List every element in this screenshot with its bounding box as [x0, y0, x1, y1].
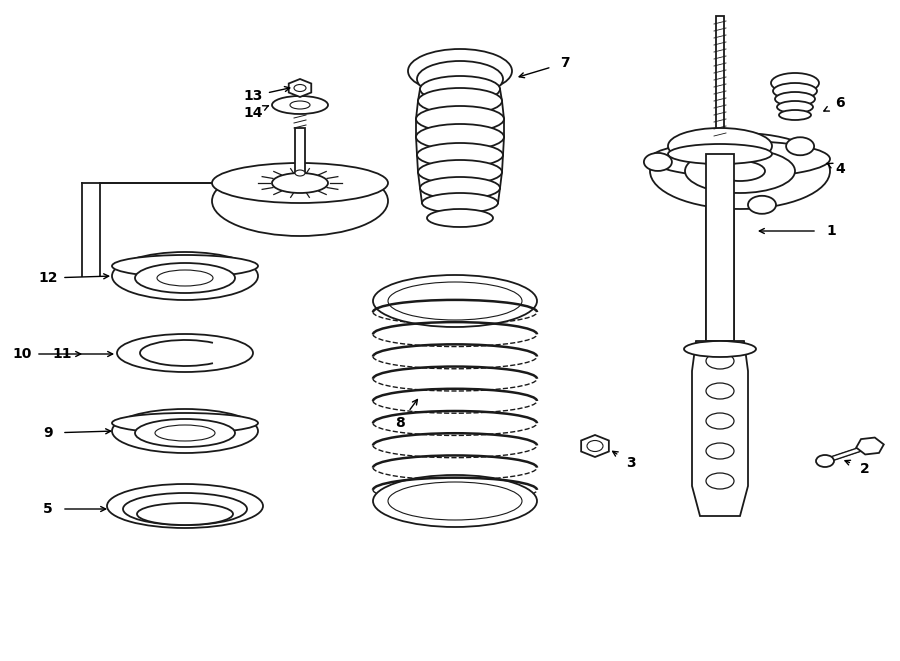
Ellipse shape — [771, 73, 819, 93]
Ellipse shape — [773, 83, 817, 99]
Polygon shape — [581, 435, 609, 457]
Ellipse shape — [668, 128, 772, 164]
Text: 10: 10 — [13, 347, 32, 361]
Text: 5: 5 — [43, 502, 53, 516]
Bar — [295, 128, 305, 173]
Ellipse shape — [775, 92, 815, 106]
Ellipse shape — [272, 173, 328, 193]
Ellipse shape — [294, 85, 306, 91]
Ellipse shape — [137, 503, 233, 525]
Ellipse shape — [706, 353, 734, 369]
Ellipse shape — [422, 193, 498, 213]
Ellipse shape — [587, 440, 603, 451]
Text: 12: 12 — [38, 271, 58, 285]
Ellipse shape — [748, 196, 776, 214]
Ellipse shape — [418, 160, 502, 184]
Text: 7: 7 — [560, 56, 570, 70]
Ellipse shape — [416, 124, 504, 150]
Ellipse shape — [112, 255, 258, 277]
Ellipse shape — [650, 141, 830, 177]
Ellipse shape — [668, 144, 772, 164]
Text: 9: 9 — [43, 426, 53, 440]
Ellipse shape — [212, 166, 388, 236]
Text: 2: 2 — [860, 462, 870, 476]
Ellipse shape — [715, 161, 765, 181]
Polygon shape — [289, 79, 311, 97]
Ellipse shape — [373, 275, 537, 327]
Text: 14: 14 — [243, 106, 263, 120]
Ellipse shape — [290, 101, 310, 109]
Ellipse shape — [706, 443, 734, 459]
Ellipse shape — [117, 334, 253, 372]
Ellipse shape — [706, 383, 734, 399]
Ellipse shape — [650, 133, 830, 209]
Ellipse shape — [212, 163, 388, 203]
Polygon shape — [856, 438, 884, 455]
Text: 11: 11 — [52, 347, 72, 361]
Ellipse shape — [420, 76, 500, 102]
Ellipse shape — [706, 413, 734, 429]
Ellipse shape — [417, 143, 503, 167]
Text: 1: 1 — [826, 224, 836, 238]
Text: 6: 6 — [835, 96, 845, 110]
Text: 3: 3 — [626, 456, 635, 470]
Ellipse shape — [272, 96, 328, 114]
Text: 4: 4 — [835, 162, 845, 176]
Ellipse shape — [427, 209, 493, 227]
Ellipse shape — [408, 49, 512, 93]
Ellipse shape — [157, 270, 213, 286]
Ellipse shape — [684, 341, 756, 357]
Ellipse shape — [135, 263, 235, 293]
Ellipse shape — [135, 419, 235, 447]
Ellipse shape — [295, 170, 305, 176]
Ellipse shape — [107, 484, 263, 528]
Ellipse shape — [779, 110, 811, 120]
Ellipse shape — [418, 88, 502, 114]
Ellipse shape — [388, 482, 522, 520]
Ellipse shape — [112, 252, 258, 300]
Ellipse shape — [816, 455, 834, 467]
Ellipse shape — [112, 409, 258, 453]
Ellipse shape — [373, 475, 537, 527]
Ellipse shape — [777, 101, 813, 113]
Ellipse shape — [112, 413, 258, 433]
Ellipse shape — [123, 493, 247, 525]
Ellipse shape — [388, 282, 522, 320]
Ellipse shape — [417, 61, 503, 97]
Ellipse shape — [706, 473, 734, 489]
Ellipse shape — [786, 137, 815, 155]
Text: 13: 13 — [243, 89, 263, 103]
Ellipse shape — [420, 177, 500, 199]
Ellipse shape — [416, 106, 504, 132]
Ellipse shape — [685, 149, 795, 193]
Ellipse shape — [155, 425, 215, 441]
Bar — [716, 16, 724, 141]
Polygon shape — [692, 341, 748, 516]
Bar — [706, 154, 734, 341]
Ellipse shape — [644, 153, 672, 171]
Text: 8: 8 — [395, 416, 405, 430]
